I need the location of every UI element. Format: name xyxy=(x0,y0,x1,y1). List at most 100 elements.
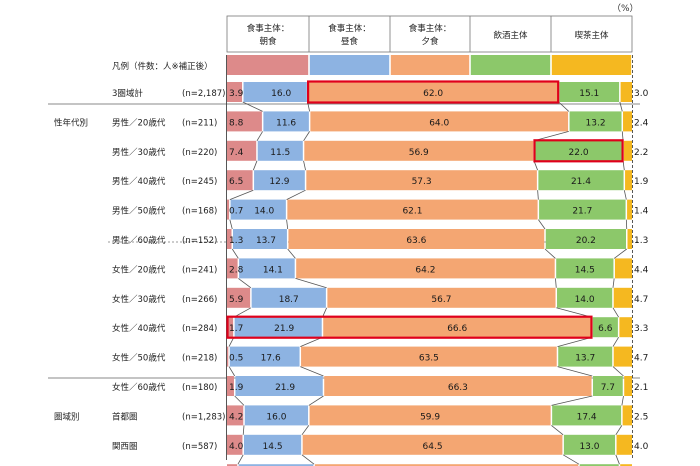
row-label: 関西圏 xyxy=(112,442,138,452)
connector-line xyxy=(301,454,315,465)
connector-line xyxy=(562,454,580,465)
value-label: 18.7 xyxy=(279,295,299,305)
value-label: 4.4 xyxy=(634,265,649,275)
value-label: 62.1 xyxy=(402,207,422,217)
bar-segment-lunch xyxy=(233,229,287,249)
connector-line xyxy=(538,219,546,230)
bar-segment-drinking xyxy=(545,229,626,249)
connector-line xyxy=(303,131,310,142)
bar-segment-drinking xyxy=(557,287,613,308)
bar-segment-cafe xyxy=(624,376,632,396)
value-label: 1.4 xyxy=(634,207,649,217)
connector-line xyxy=(558,101,570,112)
unit-label: （%） xyxy=(612,3,639,14)
bar-segment-cafe xyxy=(622,405,632,426)
value-label: 63.5 xyxy=(419,354,439,364)
connector-line xyxy=(619,101,623,112)
value-label: 0.5 xyxy=(229,354,243,364)
connector-line xyxy=(551,425,564,436)
value-label: 64.2 xyxy=(415,265,435,275)
connector-line xyxy=(308,395,324,406)
bar-segment-drinking xyxy=(538,170,624,191)
legend-swatch xyxy=(227,55,309,75)
row-label: 女性／60歳代 xyxy=(112,382,166,393)
bar-segment-lunch xyxy=(257,140,303,161)
row-label: 男性／60歳代 xyxy=(112,235,166,246)
connector-line xyxy=(612,307,619,318)
connector-line xyxy=(623,190,627,200)
value-label: 66.6 xyxy=(447,324,467,334)
bar-segment-drinking xyxy=(534,140,623,161)
bar-segment-cafe xyxy=(625,170,632,191)
bar-segment-breakfast xyxy=(227,434,243,455)
bar-segment-breakfast xyxy=(227,376,234,396)
bar-segment-drinking xyxy=(558,346,613,367)
value-label: 14.0 xyxy=(575,295,595,305)
bar-segment-drinking xyxy=(569,111,622,132)
value-label: 6.5 xyxy=(229,177,243,187)
connector-line xyxy=(557,366,593,377)
bar-segment-dinner xyxy=(323,317,592,338)
value-label: 56.7 xyxy=(431,295,451,305)
bar-segment-cafe xyxy=(613,346,632,367)
bar-segment-drinking xyxy=(559,82,620,102)
value-label: 16.0 xyxy=(271,89,291,99)
bar-segment-cafe xyxy=(623,111,632,132)
value-label: 56.9 xyxy=(409,148,429,158)
bar-segment-dinner xyxy=(288,229,545,249)
bar-segment-lunch xyxy=(243,434,302,455)
bar-segment-breakfast xyxy=(227,258,238,279)
connector-line xyxy=(228,366,236,377)
bar-segment-drinking xyxy=(592,317,618,338)
value-labels: 3.9 16.0 62.0 15.1 3.0 8.8 11.6 64.0 13.2 2.4 7.4 1… xyxy=(229,89,649,452)
connector-line xyxy=(229,219,233,230)
value-label: 64.0 xyxy=(429,118,449,128)
value-label: 7.7 xyxy=(601,383,615,393)
row-n-label: (n=284) xyxy=(182,324,217,334)
legend-caption: 凡例（件数：人※補正後） xyxy=(112,61,213,72)
value-label: 4.2 xyxy=(229,412,243,422)
value-label: 16.0 xyxy=(266,412,286,422)
connector-line xyxy=(303,160,306,171)
value-label: 4.7 xyxy=(634,295,648,305)
legend-swatch xyxy=(470,55,551,75)
bar-segment-dinner xyxy=(327,287,556,308)
row-n-label: (n=168) xyxy=(182,207,217,217)
value-label: 14.1 xyxy=(263,265,283,275)
group-label: 性年代別 xyxy=(54,117,88,128)
bar-segment-dinner xyxy=(287,199,538,220)
value-label: 2.4 xyxy=(634,118,649,128)
bar-segment-dinner xyxy=(309,405,551,426)
value-label: 0.7 xyxy=(229,207,243,217)
highlight-box xyxy=(533,139,624,163)
value-label: 3.9 xyxy=(229,89,244,99)
value-label: 1.3 xyxy=(229,236,243,246)
legend-series-label: 食事主体：朝食 xyxy=(247,23,290,47)
value-label: 2.2 xyxy=(634,148,648,158)
value-label: 66.3 xyxy=(448,383,468,393)
value-label: 13.0 xyxy=(579,442,599,452)
bar-segment-breakfast xyxy=(227,140,257,161)
bar-segment-dinner xyxy=(296,258,555,279)
bar-segment-cafe xyxy=(619,317,632,338)
bar-segment-lunch xyxy=(238,464,314,466)
connector-line xyxy=(555,278,557,288)
row-n-label: (n=266) xyxy=(182,295,217,305)
row-label: 女性／40歳代 xyxy=(112,323,166,334)
connector-line xyxy=(551,395,593,406)
row-n-label: (n=180) xyxy=(182,383,217,393)
bar-segment-lunch xyxy=(230,199,286,220)
bar-segment-dinner xyxy=(302,434,563,455)
connector-line xyxy=(612,366,624,377)
bar-segment-breakfast xyxy=(227,405,244,426)
connector-line xyxy=(234,395,245,406)
row-n-label: (n=218) xyxy=(182,354,217,364)
row-label: 男性／30歳代 xyxy=(112,147,166,158)
connector-line xyxy=(237,454,244,465)
value-label: 11.5 xyxy=(270,148,290,158)
value-label: 4.7 xyxy=(634,354,648,364)
bar-segment-lunch xyxy=(239,258,295,279)
bar-segment-breakfast xyxy=(227,229,232,249)
connector-line xyxy=(613,248,627,259)
